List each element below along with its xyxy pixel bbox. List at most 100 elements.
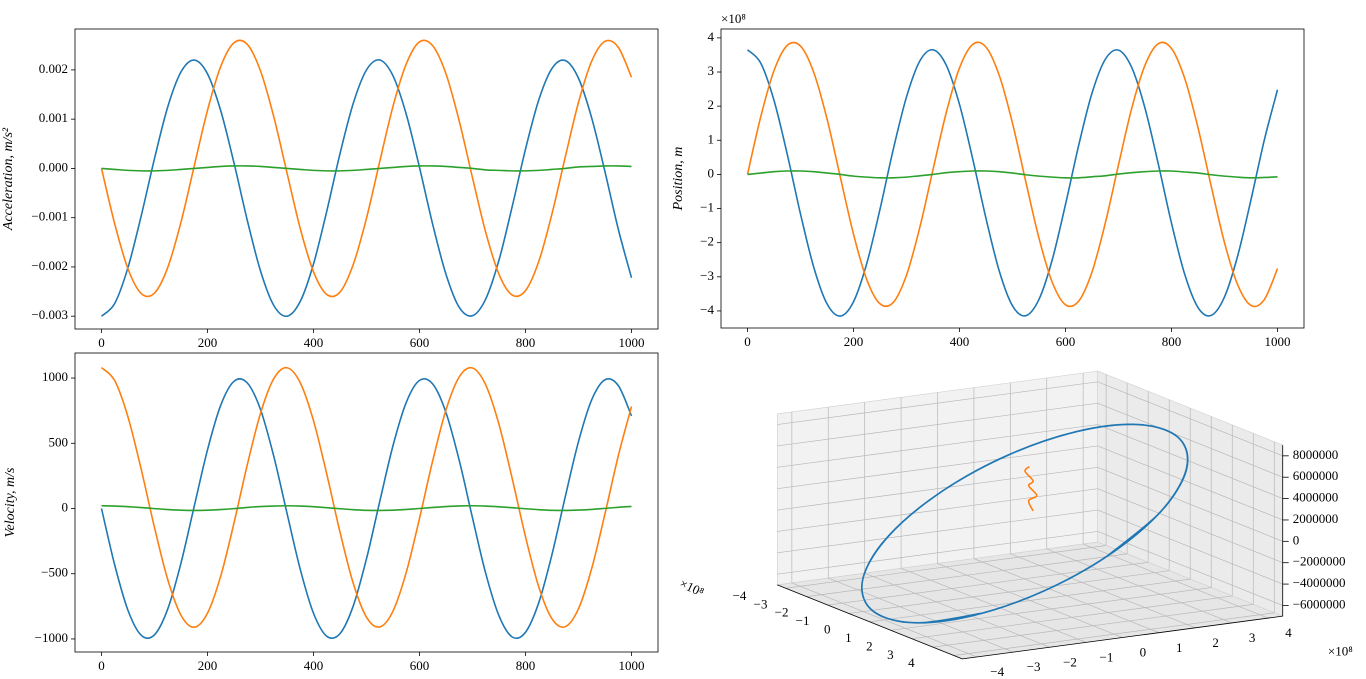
y-axis-label: Acceleration, m/s² bbox=[1, 127, 16, 231]
y-tick-label: 0.001 bbox=[39, 110, 68, 125]
x-tick-label: 1000 bbox=[1265, 334, 1291, 349]
series-line bbox=[101, 504, 632, 512]
grid-line bbox=[1097, 531, 1283, 606]
axes-frame bbox=[74, 28, 659, 330]
y-tick-label: 2 bbox=[1212, 635, 1219, 650]
x-tick-label: 2 bbox=[866, 638, 873, 653]
x-tick-label: 1 bbox=[845, 630, 852, 645]
grid-line bbox=[777, 488, 1098, 532]
grid-line bbox=[864, 572, 1050, 648]
grid-line bbox=[777, 424, 1098, 468]
axes-frame bbox=[720, 28, 1305, 329]
x-tick-label: 800 bbox=[516, 658, 536, 673]
z-tick-label: −2000000 bbox=[1293, 554, 1346, 569]
y-tick-label: 500 bbox=[49, 434, 69, 449]
grid-line bbox=[1097, 466, 1283, 542]
y-tick-label: 0.000 bbox=[39, 159, 68, 174]
x-tick-label: 400 bbox=[950, 334, 970, 349]
x-tick-label: 4 bbox=[908, 655, 915, 670]
series-line bbox=[100, 366, 633, 629]
y-axis-label: Position, m bbox=[671, 147, 686, 212]
y-tick-label: 2 bbox=[708, 97, 715, 112]
grid-line bbox=[900, 568, 1087, 643]
grid-line bbox=[1097, 488, 1283, 564]
x-tick-label: 0 bbox=[98, 335, 105, 350]
grid-line bbox=[777, 466, 1098, 511]
x-tick-label: 600 bbox=[410, 658, 430, 673]
y-offset-label: ×10⁸ bbox=[1328, 644, 1353, 659]
z-tick-label: −4000000 bbox=[1293, 575, 1346, 590]
y-tick-label: −0.001 bbox=[31, 209, 68, 224]
y-tick-label: −2 bbox=[1063, 654, 1077, 669]
grid-line bbox=[1083, 543, 1269, 619]
series-line bbox=[100, 377, 633, 640]
y-tick-label: −1 bbox=[700, 200, 714, 215]
y-tick-label: −1 bbox=[1100, 650, 1114, 665]
series-line bbox=[746, 41, 1279, 308]
series-line bbox=[100, 59, 633, 318]
series-line bbox=[100, 39, 633, 298]
y-tick-label: 0 bbox=[62, 499, 69, 514]
series-line bbox=[747, 170, 1278, 179]
x-tick-label: 200 bbox=[198, 658, 218, 673]
y-tick-label: 3 bbox=[708, 63, 715, 78]
y-tick-label: −2 bbox=[700, 234, 714, 249]
grid-line bbox=[777, 402, 1098, 447]
grid-line bbox=[828, 577, 1014, 653]
x-tick-label: 1000 bbox=[619, 658, 645, 673]
grid-line bbox=[1097, 509, 1283, 585]
grid-line bbox=[777, 445, 1098, 490]
y-tick-label: −3 bbox=[1027, 659, 1041, 674]
y-tick-label: 4 bbox=[708, 29, 715, 44]
grid-line bbox=[1010, 553, 1196, 629]
x-tick-label: 0 bbox=[824, 622, 831, 637]
grid-line bbox=[1097, 402, 1283, 478]
y-tick-label: 1000 bbox=[42, 369, 68, 384]
axis-line bbox=[962, 615, 1283, 660]
y-tick-label: 0 bbox=[708, 165, 715, 180]
y-offset-label: ×10⁸ bbox=[721, 11, 746, 26]
z-tick-label: 4000000 bbox=[1293, 490, 1339, 505]
y-tick-label: −1000 bbox=[35, 630, 68, 645]
grid-line bbox=[777, 381, 1098, 425]
x-tick-label: 800 bbox=[516, 335, 536, 350]
y-tick-label: 0.002 bbox=[39, 61, 68, 76]
x-tick-label: −3 bbox=[754, 596, 768, 611]
x-tick-label: 600 bbox=[410, 335, 430, 350]
grid-line bbox=[973, 558, 1160, 633]
x-tick-label: −4 bbox=[733, 588, 747, 603]
x-offset-label: ×10⁸ bbox=[678, 575, 707, 599]
orbit-line bbox=[1024, 465, 1038, 512]
axis-line bbox=[777, 584, 963, 660]
x-tick-label: 800 bbox=[1162, 334, 1182, 349]
y-tick-label: −0.002 bbox=[31, 258, 68, 273]
grid-line bbox=[777, 509, 1098, 554]
x-tick-label: 400 bbox=[304, 335, 324, 350]
x-tick-label: 1000 bbox=[619, 335, 645, 350]
grid-line bbox=[937, 563, 1123, 638]
y-tick-label: 0 bbox=[1140, 645, 1147, 660]
axes-frame bbox=[74, 352, 659, 653]
grid-line bbox=[1097, 381, 1283, 457]
x-tick-label: 200 bbox=[844, 334, 864, 349]
x-tick-label: 600 bbox=[1056, 334, 1076, 349]
z-tick-label: 6000000 bbox=[1293, 468, 1339, 483]
y-tick-label: −500 bbox=[41, 565, 68, 580]
y-tick-label: 4 bbox=[1285, 625, 1292, 640]
series-line bbox=[101, 165, 632, 172]
y-tick-label: 1 bbox=[1176, 640, 1183, 655]
grid-line bbox=[777, 531, 1098, 575]
x-tick-label: 0 bbox=[98, 658, 105, 673]
y-tick-label: −4 bbox=[700, 302, 714, 317]
grid-line bbox=[1097, 445, 1283, 521]
x-tick-label: −2 bbox=[775, 605, 789, 620]
z-tick-label: 2000000 bbox=[1293, 511, 1339, 526]
z-tick-label: −6000000 bbox=[1293, 596, 1346, 611]
y-tick-label: −0.003 bbox=[31, 307, 68, 322]
grid-line bbox=[791, 582, 977, 658]
y-tick-label: −3 bbox=[700, 268, 714, 283]
z-tick-label: 0 bbox=[1293, 532, 1300, 547]
grid-line bbox=[1046, 548, 1232, 624]
series-line bbox=[746, 48, 1279, 317]
